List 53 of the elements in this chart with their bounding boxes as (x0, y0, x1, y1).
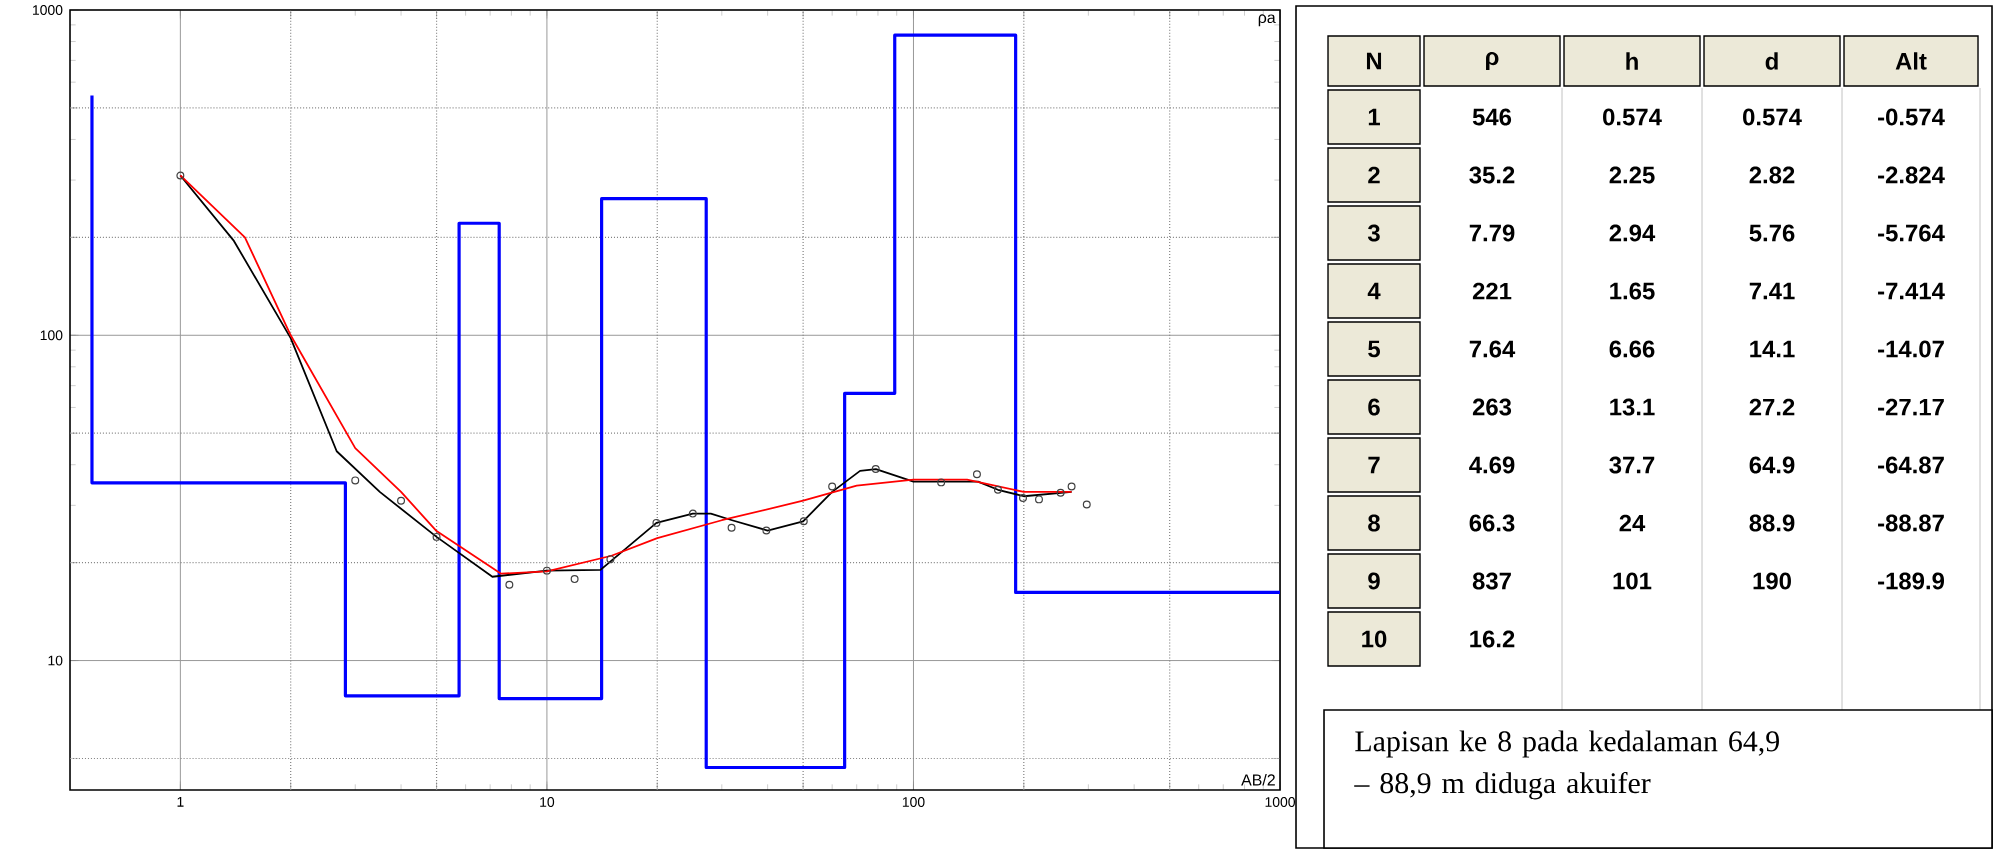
data-label: 1.65 (1610, 282, 1655, 300)
data-label: -5.764 (1878, 224, 1945, 242)
data-label: 7.64 (1469, 340, 1516, 358)
data-label: 101 (1613, 572, 1652, 590)
data-label: 88.9 (1749, 514, 1795, 532)
data-label: 4.69 (1469, 456, 1515, 474)
data-label: 66.3 (1469, 514, 1515, 532)
y-tick-label: 2 (1368, 166, 1380, 184)
x-tick-label: h (1626, 52, 1638, 70)
data-label: 263 (1472, 398, 1512, 416)
data-label: 5.76 (1749, 224, 1795, 242)
data-label: 2.25 (1609, 166, 1655, 184)
y-tick-label: 7 (1368, 456, 1380, 474)
data-label: 35.2 (1469, 166, 1515, 184)
data-label: 2.82 (1749, 166, 1795, 184)
y-tick-label: 4 (1367, 282, 1381, 300)
data-label: 7.79 (1469, 224, 1515, 242)
data-label: 6.66 (1609, 340, 1655, 358)
data-label: -14.07 (1878, 340, 1944, 358)
x-tick-label: d (1765, 52, 1778, 70)
y-tick-label: 1 (1368, 108, 1380, 126)
data-label: -88.87 (1878, 514, 1944, 532)
data-label: -2.824 (1878, 166, 1945, 184)
data-label: -0.574 (1878, 108, 1945, 126)
data-label: 24 (1619, 514, 1646, 532)
y-tick-label: 3 (1367, 224, 1380, 242)
data-label: 190 (1753, 572, 1791, 590)
data-label: 13.1 (1610, 398, 1655, 416)
y-tick-label: 8 (1368, 514, 1380, 532)
data-label: 837 (1472, 572, 1511, 590)
y-tick-label: 5 (1368, 340, 1380, 358)
text: Lapisan ke 8 pada kedalaman 64,9 – 88,9 m diduga akuifer (1354, 730, 1779, 800)
data-label: 27.2 (1749, 398, 1795, 416)
data-label: -64.87 (1878, 456, 1944, 474)
data-label: 546 (1472, 108, 1512, 126)
data-label: 2.94 (1609, 224, 1656, 242)
data-label: 0.574 (1603, 108, 1662, 126)
x-tick-label: ρ (1486, 52, 1499, 70)
data-label: -7.414 (1878, 282, 1945, 300)
y-tick-label: 10 (1362, 630, 1387, 648)
data-label: 64.9 (1749, 456, 1795, 474)
y-tick-label: 9 (1368, 572, 1380, 590)
data-label: 37.7 (1609, 456, 1655, 474)
data-label: -27.17 (1878, 398, 1944, 416)
data-label: 221 (1472, 282, 1512, 300)
y-tick-label: 6 (1368, 398, 1380, 416)
data-label: 14.1 (1750, 340, 1795, 358)
x-tick-label: Alt (1895, 52, 1927, 70)
data-label: 0.574 (1743, 108, 1802, 126)
data-label: 16.2 (1470, 630, 1515, 648)
data-label: -189.9 (1878, 572, 1945, 590)
data-label: 7.41 (1749, 282, 1795, 300)
y-axis-title: N (1366, 52, 1382, 70)
